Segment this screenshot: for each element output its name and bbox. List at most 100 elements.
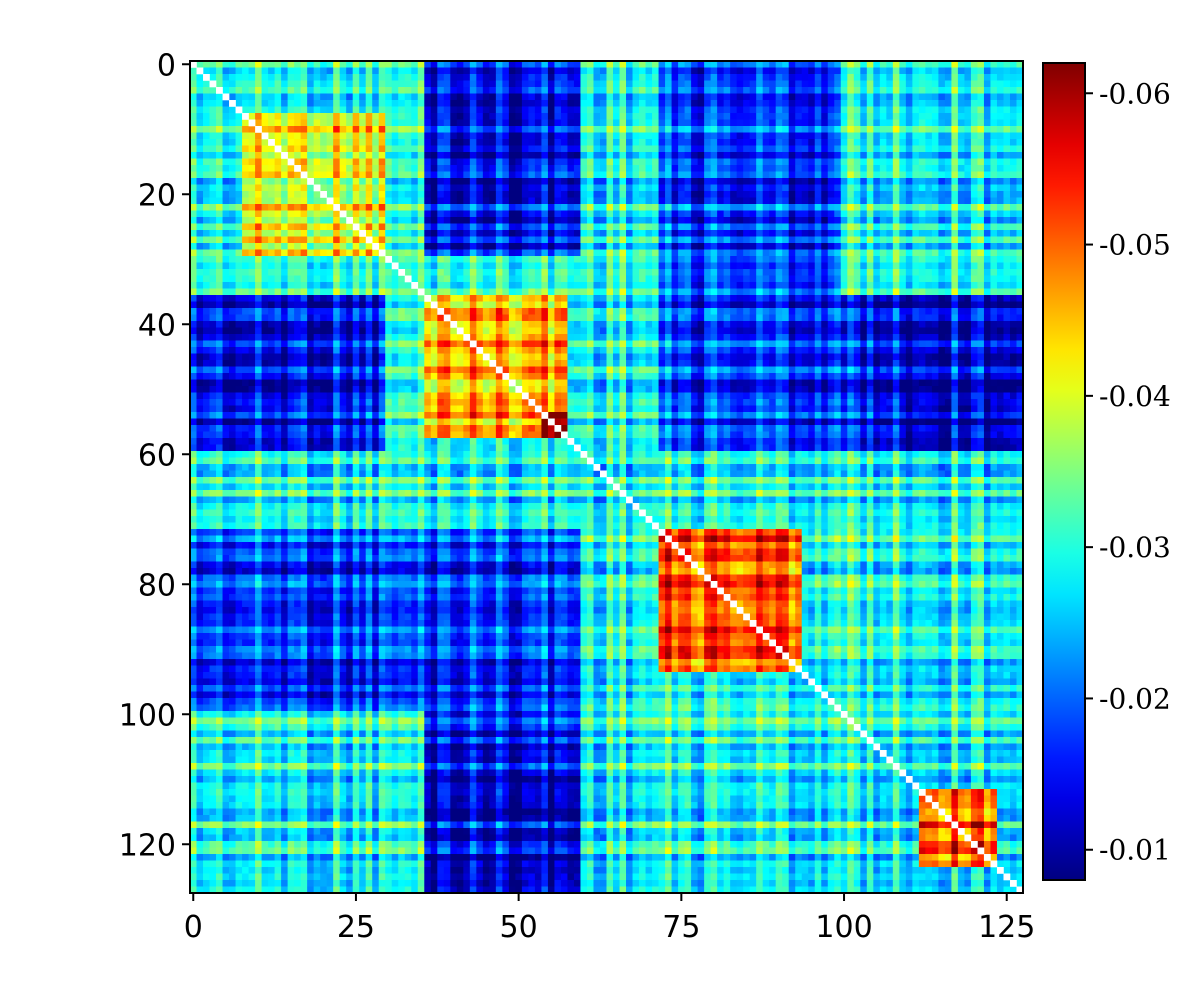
heatmap-cell <box>684 93 692 101</box>
heatmap-cell <box>892 217 900 225</box>
heatmap-cell <box>730 67 738 75</box>
heatmap-cell <box>619 275 627 283</box>
heatmap-cell <box>287 275 295 283</box>
heatmap-cell <box>300 204 308 212</box>
heatmap-cell <box>639 171 647 179</box>
heatmap-cell <box>222 113 230 121</box>
heatmap-cell <box>294 210 302 218</box>
heatmap-cell <box>1009 61 1018 69</box>
heatmap-cell <box>996 61 1005 69</box>
heatmap-cell <box>541 269 549 277</box>
heatmap-cell <box>365 230 373 238</box>
heatmap-cell <box>391 139 399 147</box>
heatmap-cell <box>918 158 926 166</box>
heatmap-cell <box>209 67 217 75</box>
heatmap-cell <box>918 256 926 264</box>
heatmap-cell <box>944 197 953 205</box>
heatmap-cell <box>678 119 686 127</box>
heatmap-cell <box>749 236 757 244</box>
heatmap-cell <box>749 288 757 296</box>
heatmap-cell <box>840 191 848 199</box>
heatmap-cell <box>905 275 913 283</box>
heatmap-cell <box>424 145 432 153</box>
heatmap-cell <box>814 204 822 212</box>
heatmap-cell <box>1009 80 1018 88</box>
heatmap-cell <box>658 308 666 316</box>
heatmap-cell <box>352 119 360 127</box>
heatmap-cell <box>320 269 328 277</box>
heatmap-cell <box>261 249 269 257</box>
heatmap-cell <box>300 113 308 121</box>
heatmap-cell <box>547 100 556 108</box>
heatmap-cell <box>196 139 204 147</box>
heatmap-cell <box>769 87 777 95</box>
heatmap-cell <box>977 249 985 257</box>
heatmap-cell <box>808 100 816 108</box>
heatmap-cell <box>287 165 295 173</box>
heatmap-cell <box>521 171 530 179</box>
heatmap-cell <box>970 288 979 296</box>
heatmap-cell <box>476 249 484 257</box>
heatmap-cell <box>508 249 516 257</box>
heatmap-cell <box>827 301 835 309</box>
heatmap-cell <box>892 152 900 160</box>
heatmap-cell <box>951 171 959 179</box>
heatmap-cell <box>873 152 881 160</box>
heatmap-cell <box>326 282 334 290</box>
heatmap-cell <box>417 282 425 290</box>
heatmap-cell <box>222 288 230 296</box>
heatmap-cell <box>482 126 490 134</box>
heatmap-cell <box>665 93 673 101</box>
heatmap-cell <box>678 288 686 296</box>
heatmap-cell <box>723 288 731 296</box>
heatmap-cell <box>495 204 503 212</box>
heatmap-cell <box>905 236 913 244</box>
heatmap-cell <box>912 67 920 75</box>
heatmap-cell <box>411 236 419 244</box>
heatmap-cell <box>242 178 250 186</box>
heatmap-cell <box>964 61 972 69</box>
heatmap-cell <box>964 87 972 95</box>
heatmap-cell <box>977 236 985 244</box>
heatmap-cell <box>209 145 217 153</box>
heatmap-cell <box>860 282 868 290</box>
heatmap-cell <box>892 301 900 309</box>
heatmap-cell <box>261 308 269 316</box>
heatmap-cell <box>671 197 679 205</box>
heatmap-cell <box>430 126 438 134</box>
heatmap-cell <box>476 230 484 238</box>
heatmap-cell <box>417 87 425 95</box>
heatmap-cell <box>352 61 360 69</box>
heatmap-cell <box>268 165 276 173</box>
heatmap-cell <box>300 184 308 192</box>
heatmap-cell <box>892 191 900 199</box>
heatmap-cell <box>372 152 380 160</box>
heatmap-cell <box>808 295 816 303</box>
heatmap-cell <box>957 132 966 140</box>
heatmap-cell <box>847 87 855 95</box>
heatmap-cell <box>216 223 224 231</box>
heatmap-cell <box>307 282 315 290</box>
heatmap-cell <box>450 197 458 205</box>
heatmap-cell <box>619 197 627 205</box>
heatmap-cell <box>313 210 321 218</box>
heatmap-cell <box>840 106 848 114</box>
heatmap-cell <box>333 301 341 309</box>
heatmap-cell <box>359 249 367 257</box>
heatmap-cell <box>541 119 549 127</box>
heatmap-cell <box>274 230 282 238</box>
heatmap-cell <box>216 61 224 69</box>
heatmap-cell <box>788 230 796 238</box>
heatmap-cell <box>821 87 829 95</box>
heatmap-cell <box>866 80 874 88</box>
heatmap-cell <box>977 269 985 277</box>
heatmap-cell <box>717 139 725 147</box>
heatmap-cell <box>547 230 556 238</box>
heatmap-cell <box>333 100 341 108</box>
heatmap-cell <box>951 249 959 257</box>
heatmap-cell <box>944 288 953 296</box>
heatmap-cell <box>704 93 712 101</box>
heatmap-cell <box>593 256 601 264</box>
heatmap-cell <box>626 236 634 244</box>
heatmap-cell <box>203 197 211 205</box>
